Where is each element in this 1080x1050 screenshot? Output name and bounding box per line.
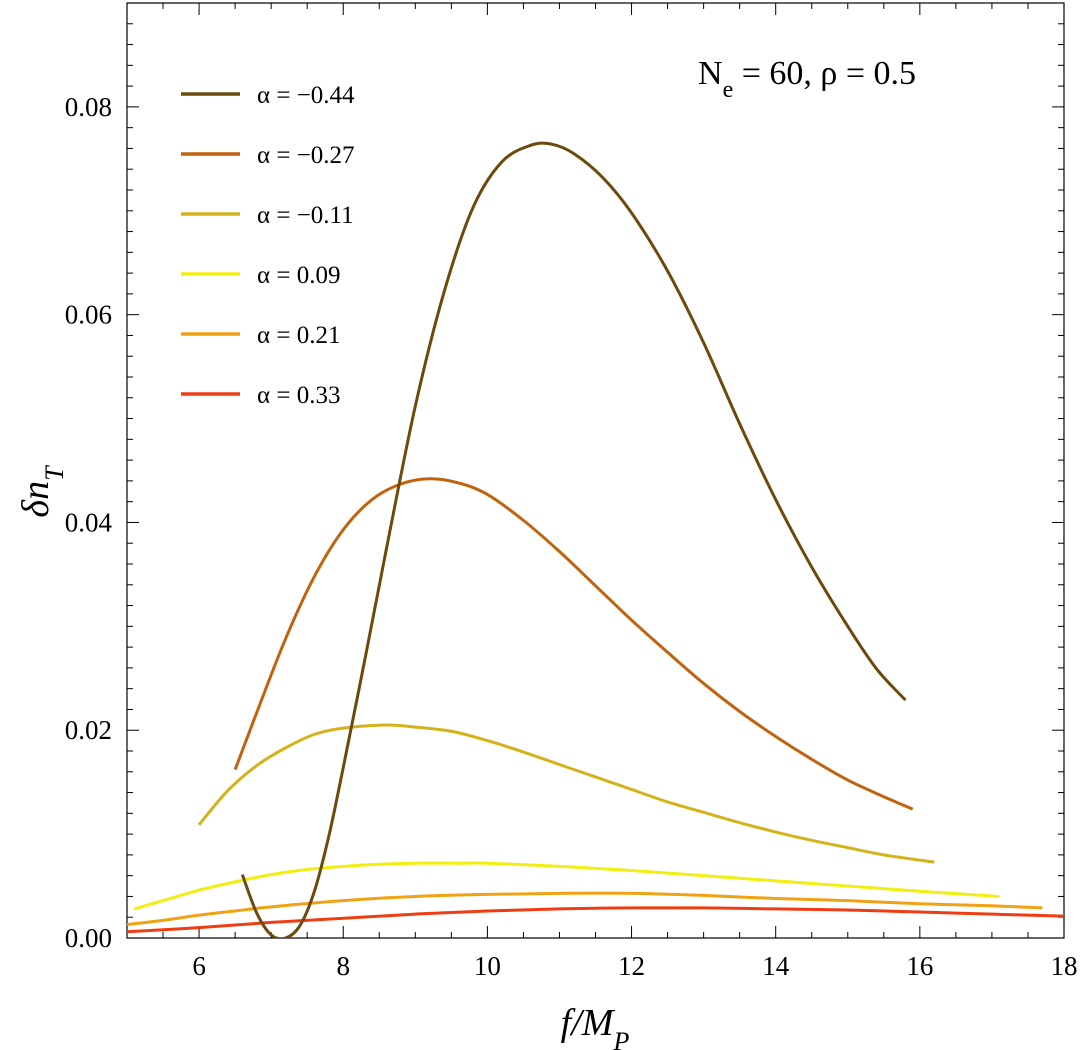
x-tick-label: 16 (906, 951, 933, 981)
y-axis-label: δnT (15, 465, 69, 518)
legend-label: α = 0.33 (257, 382, 340, 409)
legend-label: α = −0.44 (257, 82, 355, 109)
y-tick-label: 0.02 (65, 715, 112, 745)
x-tick-label: 14 (762, 951, 790, 981)
x-tick-label: 6 (192, 951, 206, 981)
x-axis-label: f/MP (561, 1002, 630, 1050)
series-line-2 (197, 723, 935, 864)
chart-annotation: Ne = 60, ρ = 0.5 (698, 55, 916, 103)
y-tick-label: 0.08 (65, 92, 112, 122)
legend: α = −0.44 α = −0.27 α = −0.11 α = 0.09 α = 0… (181, 82, 355, 409)
legend-label: α = 0.09 (257, 262, 340, 289)
x-tick-label: 8 (336, 951, 350, 981)
series-lines (127, 141, 1064, 938)
series-line-0 (240, 141, 907, 938)
legend-label: α = −0.11 (257, 202, 354, 229)
series-line-1 (233, 477, 914, 811)
x-tick-label: 10 (474, 951, 501, 981)
x-tick-label: 18 (1051, 951, 1078, 981)
legend-label: α = −0.27 (257, 142, 355, 169)
y-tick-label: 0.04 (65, 507, 113, 537)
y-tick-label: 0.06 (65, 300, 112, 330)
axis-ticks (126, 2, 1065, 939)
legend-label: α = 0.21 (257, 322, 340, 349)
axis-tick-labels: 6 8 10 12 14 16 18 0.00 0.02 0.04 0.06 0.08 (65, 92, 1078, 981)
y-tick-label: 0.00 (65, 923, 112, 953)
series-line-3 (133, 861, 1000, 911)
series-line-4 (127, 891, 1043, 926)
series-line-5 (127, 906, 1064, 934)
x-tick-label: 12 (618, 951, 645, 981)
